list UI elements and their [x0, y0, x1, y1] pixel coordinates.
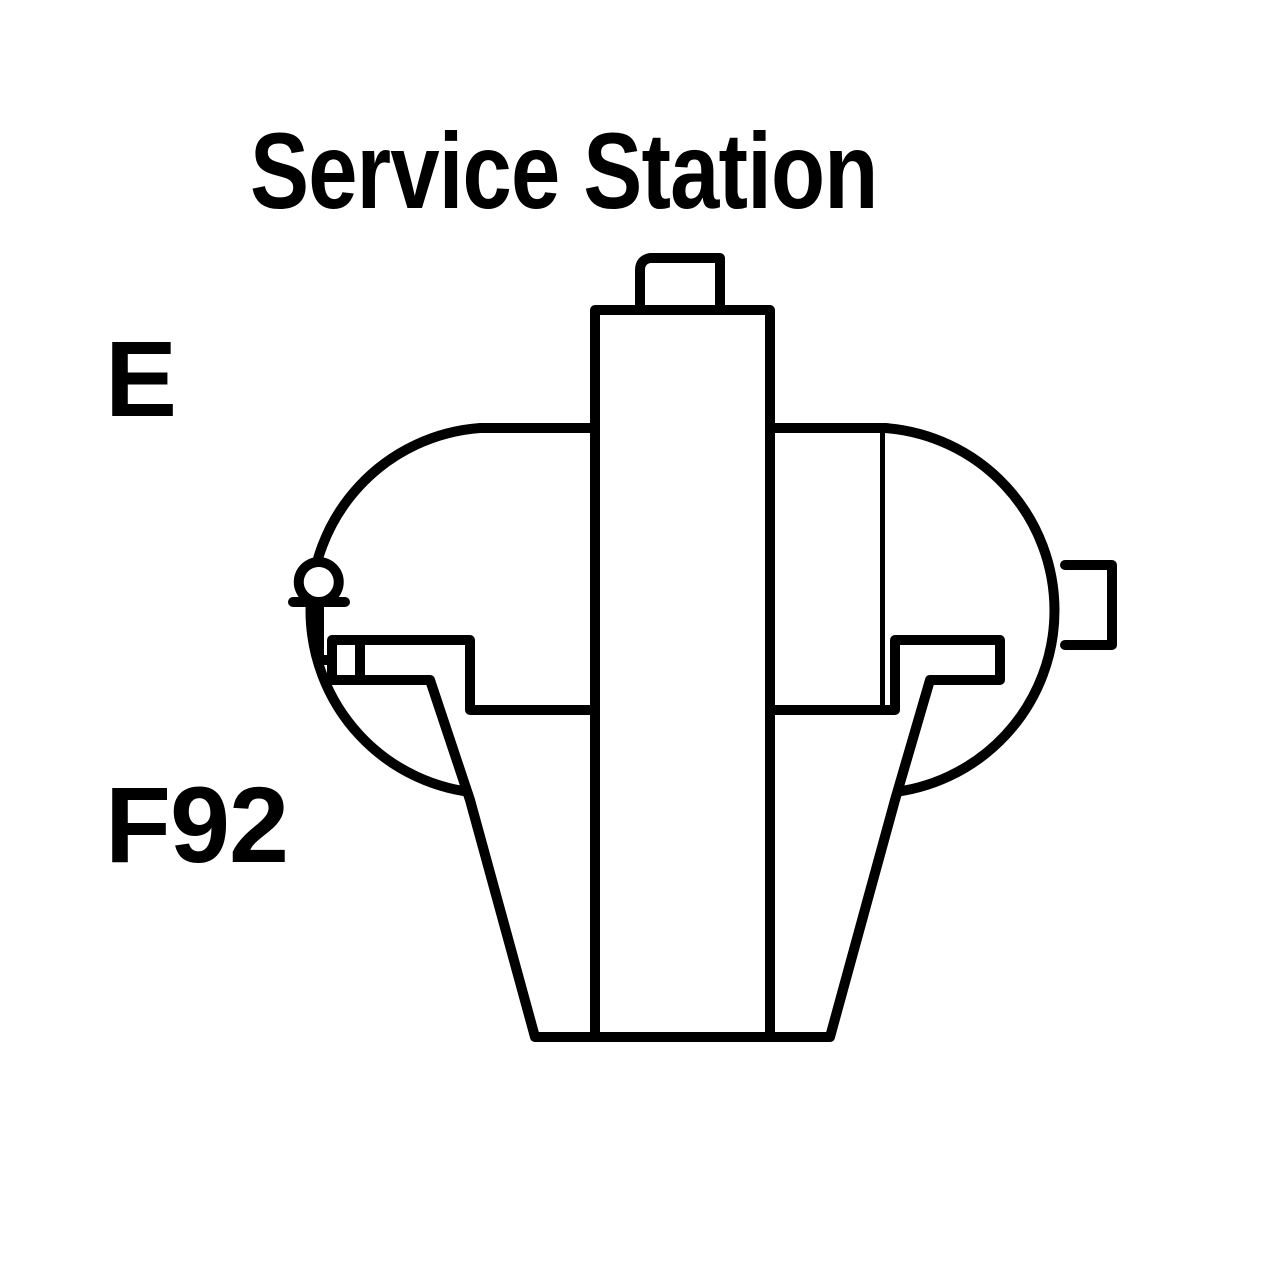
diagram-title: Service Station [250, 108, 878, 233]
lock-lever-diagram [260, 250, 1190, 1150]
diagram-stage: Service Station E F92 [0, 0, 1280, 1280]
label-e: E [105, 316, 176, 441]
